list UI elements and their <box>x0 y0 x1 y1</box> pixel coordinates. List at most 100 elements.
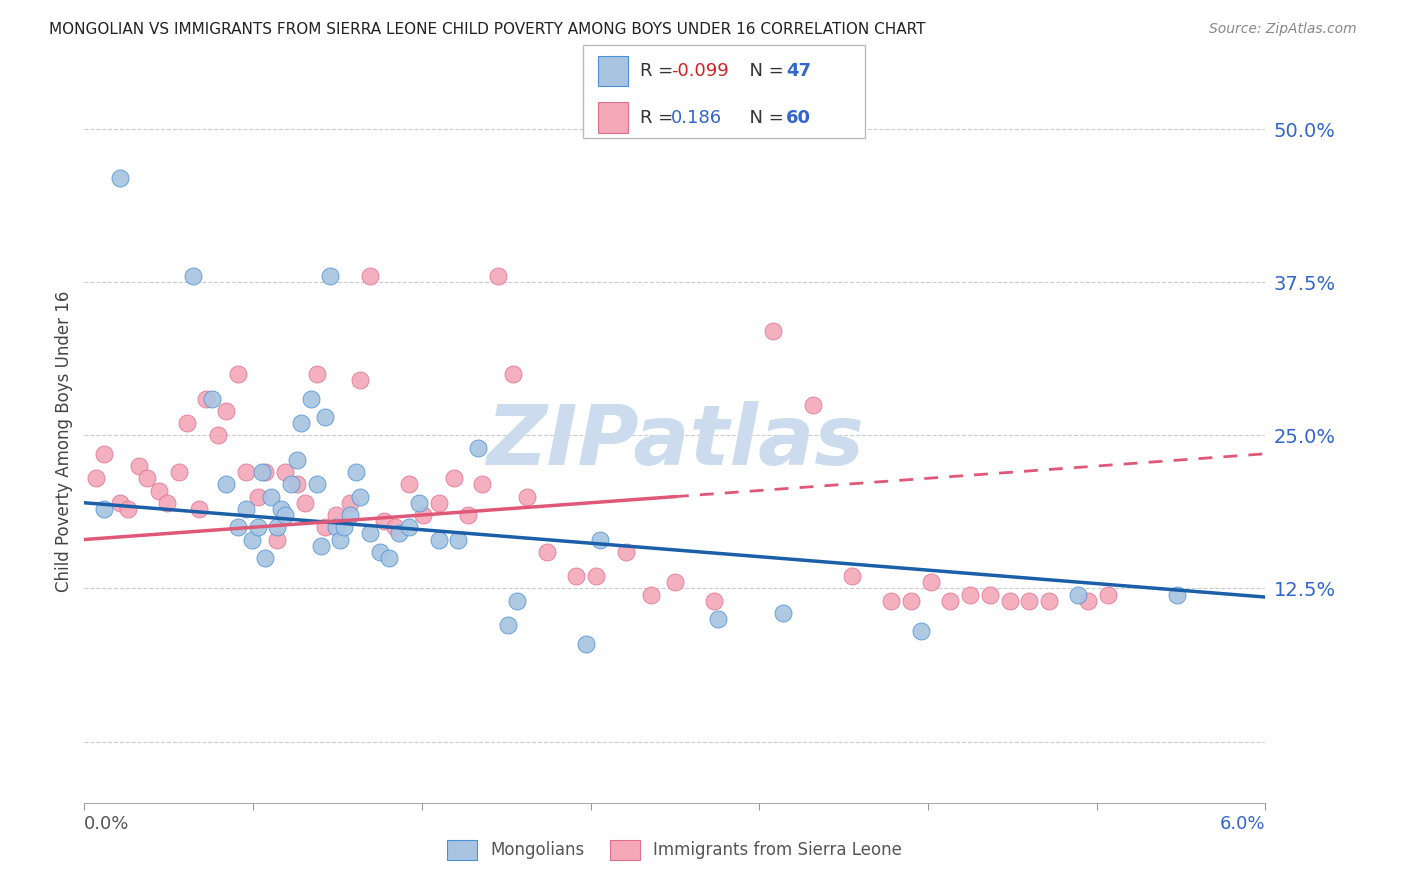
Point <box>207 428 229 442</box>
Point <box>959 588 981 602</box>
Point <box>215 477 238 491</box>
Point <box>349 373 371 387</box>
Point <box>1097 588 1119 602</box>
Point <box>254 550 277 565</box>
Point <box>496 618 519 632</box>
Point <box>349 490 371 504</box>
Text: N =: N = <box>738 109 790 127</box>
Point <box>585 569 607 583</box>
Point <box>880 593 903 607</box>
Point <box>900 593 922 607</box>
Point <box>447 533 470 547</box>
Point <box>979 588 1001 602</box>
Point <box>266 533 288 547</box>
Point <box>467 441 489 455</box>
Point <box>762 324 785 338</box>
Text: 0.0%: 0.0% <box>84 815 129 833</box>
Point <box>156 496 179 510</box>
Point <box>319 269 342 284</box>
Point <box>285 453 308 467</box>
Point <box>1038 593 1060 607</box>
Point <box>398 477 420 491</box>
Point <box>305 477 328 491</box>
Text: -0.099: -0.099 <box>671 62 728 79</box>
Point <box>344 465 367 479</box>
Point <box>502 367 524 381</box>
Text: Source: ZipAtlas.com: Source: ZipAtlas.com <box>1209 22 1357 37</box>
Text: R =: R = <box>640 109 679 127</box>
Point <box>136 471 159 485</box>
Point <box>84 471 107 485</box>
Point <box>167 465 190 479</box>
Point <box>93 502 115 516</box>
Point <box>187 502 209 516</box>
Point <box>294 496 316 510</box>
Point <box>226 367 249 381</box>
Text: 60: 60 <box>786 109 811 127</box>
Point <box>176 416 198 430</box>
Point <box>235 502 257 516</box>
Text: ZIPatlas: ZIPatlas <box>486 401 863 482</box>
Point <box>246 520 269 534</box>
Point <box>333 520 356 534</box>
Point <box>290 416 312 430</box>
Point <box>516 490 538 504</box>
Point <box>664 575 686 590</box>
Point <box>427 496 450 510</box>
Point <box>266 520 288 534</box>
Point <box>412 508 434 522</box>
Text: N =: N = <box>738 62 790 79</box>
Point <box>117 502 139 516</box>
Point <box>388 526 411 541</box>
Point <box>260 490 283 504</box>
Point <box>1067 588 1090 602</box>
Y-axis label: Child Poverty Among Boys Under 16: Child Poverty Among Boys Under 16 <box>55 291 73 592</box>
Point <box>108 496 131 510</box>
Point <box>274 465 297 479</box>
Point <box>443 471 465 485</box>
Point <box>93 447 115 461</box>
Point <box>998 593 1021 607</box>
Point <box>250 465 273 479</box>
Point <box>506 593 529 607</box>
Point <box>703 593 725 607</box>
Point <box>772 606 794 620</box>
Point <box>314 520 336 534</box>
Point <box>384 520 406 534</box>
Point <box>270 502 292 516</box>
Point <box>939 593 962 607</box>
Text: 47: 47 <box>786 62 811 79</box>
Point <box>707 612 730 626</box>
Text: 0.186: 0.186 <box>671 109 721 127</box>
Point <box>536 545 558 559</box>
Point <box>195 392 218 406</box>
Point <box>359 526 381 541</box>
Point <box>339 496 361 510</box>
Point <box>108 171 131 186</box>
Point <box>285 477 308 491</box>
Point <box>215 404 238 418</box>
Point <box>254 465 277 479</box>
Point <box>378 550 401 565</box>
Point <box>314 410 336 425</box>
Point <box>305 367 328 381</box>
Point <box>1077 593 1099 607</box>
Point <box>148 483 170 498</box>
Point <box>201 392 224 406</box>
Point <box>408 496 430 510</box>
Point <box>339 508 361 522</box>
Point <box>128 458 150 473</box>
Point <box>398 520 420 534</box>
Point <box>280 477 302 491</box>
Point <box>325 520 347 534</box>
Text: MONGOLIAN VS IMMIGRANTS FROM SIERRA LEONE CHILD POVERTY AMONG BOYS UNDER 16 CORR: MONGOLIAN VS IMMIGRANTS FROM SIERRA LEON… <box>49 22 925 37</box>
Point <box>329 533 352 547</box>
Point <box>1166 588 1188 602</box>
Point <box>309 539 332 553</box>
Point <box>325 508 347 522</box>
Point <box>589 533 612 547</box>
Point <box>801 398 824 412</box>
Text: R =: R = <box>640 62 679 79</box>
Point <box>368 545 391 559</box>
Point <box>359 269 381 284</box>
